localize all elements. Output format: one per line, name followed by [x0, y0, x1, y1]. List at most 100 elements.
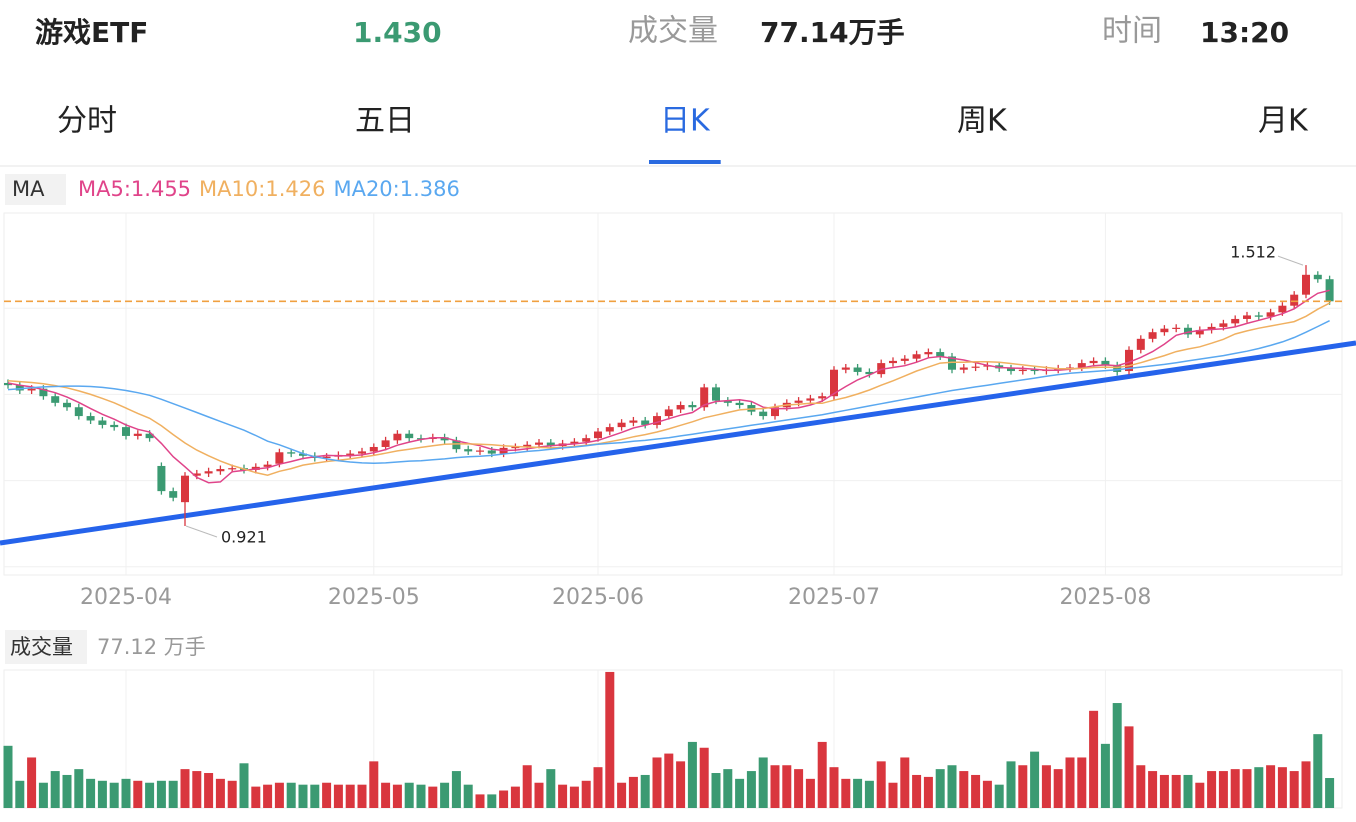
candle-body: [440, 437, 449, 441]
candle-body: [487, 450, 496, 454]
min-label: 0.921: [221, 527, 267, 546]
candle-body: [971, 366, 980, 368]
candle-body: [1195, 329, 1204, 335]
x-tick-label: 2025-05: [328, 585, 420, 610]
volume-bar: [959, 771, 969, 808]
candle-body: [629, 420, 638, 423]
volume-bar: [782, 765, 792, 808]
candle-body: [759, 411, 768, 417]
candle-body: [133, 433, 142, 436]
time-caption: 时间: [1102, 14, 1162, 49]
volume-bar: [1195, 782, 1205, 808]
fund-name: 游戏ETF: [35, 16, 148, 49]
volume-bar: [1254, 767, 1264, 808]
candle-body: [641, 420, 650, 425]
volume-bar: [97, 780, 107, 808]
volume-bar: [475, 794, 485, 808]
candle-body: [794, 400, 803, 403]
candle-body: [1302, 274, 1310, 295]
candle-body: [1018, 369, 1027, 372]
volume-bar: [15, 780, 25, 808]
candle-body: [936, 352, 945, 357]
volume-bar: [971, 774, 981, 808]
legend-entry: MA20:1.386: [333, 177, 459, 201]
volume-badge: [5, 630, 87, 664]
candle-body: [900, 358, 909, 361]
trend-line: [0, 340, 1356, 546]
volume-bar: [1124, 726, 1134, 808]
volume-value: 77.14万手: [760, 16, 905, 49]
tab[interactable]: 五日: [355, 104, 415, 139]
candle-body: [15, 385, 24, 391]
candle-body: [192, 473, 201, 476]
x-tick-label: 2025-04: [80, 585, 172, 610]
candle-body: [605, 427, 614, 432]
candle-body: [145, 433, 154, 439]
volume-bar: [1100, 743, 1110, 808]
candle-body: [582, 438, 591, 442]
candle-body: [688, 405, 697, 408]
volume-bar: [1112, 703, 1122, 808]
volume-title: 成交量: [10, 635, 73, 659]
volume-bar: [817, 741, 827, 808]
volume-bar: [664, 753, 674, 808]
tab[interactable]: 月K: [1258, 104, 1309, 139]
ma-line: [7, 302, 1330, 476]
candle-body: [1148, 332, 1157, 339]
volume-bar: [1301, 761, 1311, 808]
x-tick-label: 2025-07: [788, 585, 880, 610]
volume-caption: 成交量: [628, 14, 718, 49]
candle-body: [1125, 349, 1133, 372]
candle-body: [1007, 368, 1015, 372]
volume-bar: [593, 767, 603, 808]
volume-bar: [251, 786, 261, 808]
candle-body: [169, 491, 178, 498]
tab[interactable]: 日K: [660, 104, 711, 139]
volume-bar: [617, 782, 627, 808]
candle-body: [617, 422, 626, 428]
volume-bar: [298, 784, 308, 808]
candle-body: [818, 396, 827, 399]
volume-bar: [581, 780, 591, 808]
candle-body: [287, 452, 296, 454]
volume-bar: [74, 769, 84, 808]
volume-bar: [1077, 757, 1087, 808]
candle-body: [912, 354, 921, 359]
volume-bar: [888, 782, 898, 808]
volume-bar: [605, 671, 615, 808]
ma-badge: [5, 174, 66, 205]
volume-bar: [451, 771, 461, 808]
volume-bar: [62, 774, 72, 808]
ma-line: [7, 289, 1330, 484]
candle-body: [700, 387, 709, 408]
candle-body: [1184, 327, 1192, 335]
candle-body: [570, 441, 579, 444]
volume-bar: [829, 767, 839, 808]
volume-bar: [357, 784, 367, 808]
volume-bar: [345, 784, 355, 808]
volume-bar: [322, 782, 332, 808]
candle-body: [263, 464, 272, 467]
volume-bar: [1148, 771, 1158, 808]
candle-body: [369, 446, 378, 452]
volume-bar: [1136, 765, 1146, 808]
candle-body: [712, 387, 720, 401]
volume-bar: [699, 747, 709, 808]
volume-bar: [168, 780, 178, 808]
candle-body: [86, 416, 95, 421]
candle-body: [924, 352, 933, 355]
volume-bar: [1018, 765, 1028, 808]
volume-bar: [27, 757, 37, 808]
candle-body: [853, 367, 862, 372]
volume-bar: [711, 773, 721, 808]
volume-bar: [994, 784, 1004, 808]
candle-body: [275, 452, 284, 464]
volume-bar: [180, 769, 190, 808]
volume-bar: [982, 780, 992, 808]
tab[interactable]: 周K: [957, 104, 1008, 139]
volume-bar: [546, 769, 556, 808]
volume-bar: [227, 780, 237, 808]
candle-body: [594, 431, 602, 439]
volume-bar: [286, 782, 296, 808]
tab[interactable]: 分时: [57, 104, 117, 139]
